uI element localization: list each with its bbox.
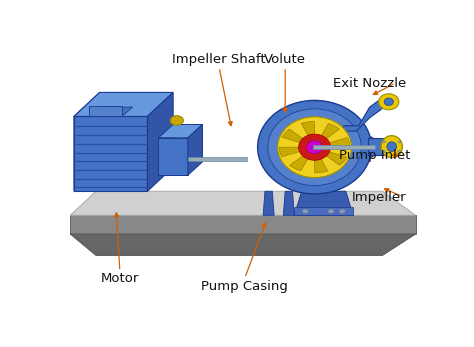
Ellipse shape bbox=[278, 117, 352, 178]
Polygon shape bbox=[70, 234, 416, 255]
Circle shape bbox=[398, 150, 401, 153]
Polygon shape bbox=[89, 106, 122, 117]
Polygon shape bbox=[158, 138, 188, 175]
Wedge shape bbox=[279, 147, 315, 157]
Polygon shape bbox=[74, 92, 100, 191]
Ellipse shape bbox=[365, 137, 376, 158]
Polygon shape bbox=[368, 138, 390, 155]
Polygon shape bbox=[158, 125, 202, 138]
Ellipse shape bbox=[268, 109, 361, 186]
Bar bbox=[188, 157, 246, 161]
Circle shape bbox=[383, 141, 385, 143]
Polygon shape bbox=[294, 191, 353, 215]
Wedge shape bbox=[290, 147, 315, 171]
Ellipse shape bbox=[387, 142, 396, 151]
Bar bbox=[313, 145, 375, 149]
Circle shape bbox=[170, 116, 183, 125]
Polygon shape bbox=[70, 215, 416, 234]
Polygon shape bbox=[188, 125, 202, 175]
Polygon shape bbox=[341, 99, 388, 131]
Text: Exit Nozzle: Exit Nozzle bbox=[333, 77, 406, 90]
Polygon shape bbox=[89, 107, 133, 117]
Ellipse shape bbox=[381, 136, 402, 158]
Polygon shape bbox=[70, 191, 416, 215]
Wedge shape bbox=[315, 147, 328, 173]
Text: Motor: Motor bbox=[100, 272, 139, 285]
Ellipse shape bbox=[384, 98, 393, 105]
Wedge shape bbox=[315, 147, 347, 165]
Polygon shape bbox=[74, 92, 173, 117]
Polygon shape bbox=[147, 92, 173, 191]
Text: Pump Casing: Pump Casing bbox=[201, 280, 288, 293]
Wedge shape bbox=[315, 124, 339, 147]
Polygon shape bbox=[283, 191, 294, 215]
Wedge shape bbox=[315, 137, 350, 147]
Polygon shape bbox=[74, 117, 147, 191]
Wedge shape bbox=[301, 121, 315, 147]
Polygon shape bbox=[263, 191, 274, 215]
Text: Volute: Volute bbox=[264, 52, 306, 66]
Text: Pump Inlet: Pump Inlet bbox=[339, 149, 410, 162]
Text: Impeller: Impeller bbox=[352, 192, 406, 204]
Circle shape bbox=[328, 209, 334, 214]
Ellipse shape bbox=[257, 100, 372, 194]
Ellipse shape bbox=[299, 134, 330, 160]
Ellipse shape bbox=[379, 94, 399, 110]
Circle shape bbox=[339, 209, 346, 214]
Circle shape bbox=[383, 150, 385, 153]
Circle shape bbox=[398, 141, 401, 143]
Circle shape bbox=[302, 209, 309, 214]
Wedge shape bbox=[282, 129, 315, 147]
Ellipse shape bbox=[307, 141, 322, 154]
Text: Impeller Shaft: Impeller Shaft bbox=[172, 52, 266, 66]
Polygon shape bbox=[294, 207, 353, 215]
